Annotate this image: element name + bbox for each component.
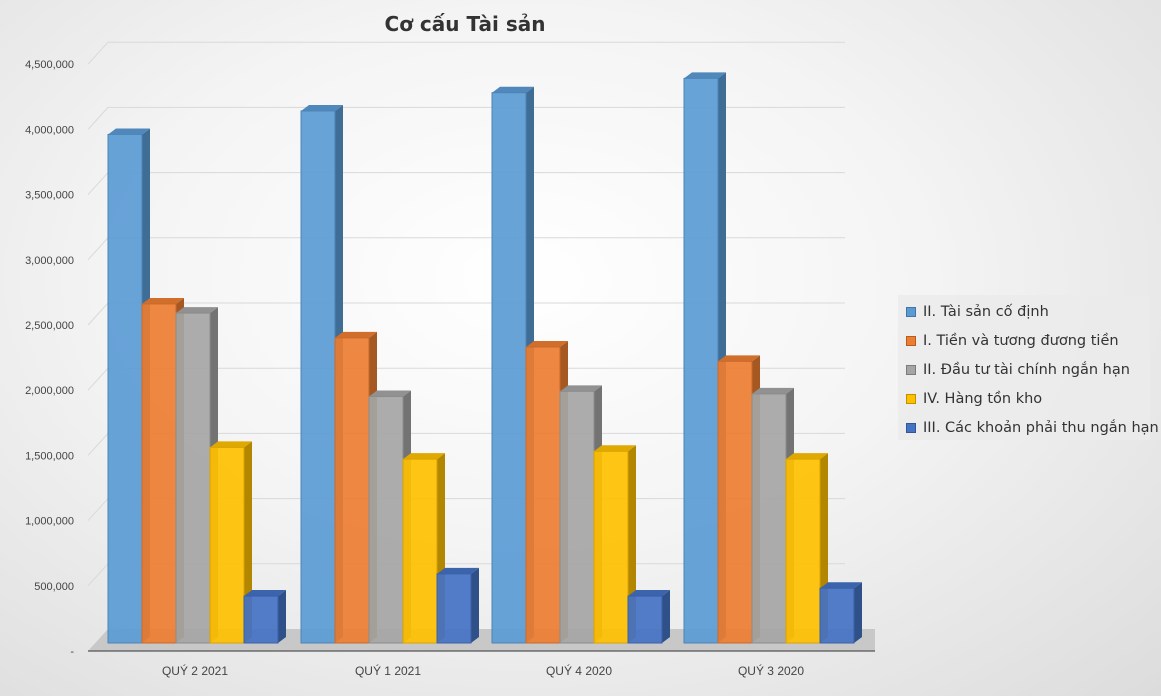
gridline xyxy=(87,172,845,195)
bar-front xyxy=(334,337,370,644)
bar-top xyxy=(786,453,828,460)
legend-item: I. Tiền và tương đương tiền xyxy=(906,326,1150,355)
legend-item: II. Đầu tư tài chính ngắn hạn xyxy=(906,355,1150,384)
bar-front xyxy=(627,595,663,644)
chart-legend: II. Tài sản cố định I. Tiền và tương đươn… xyxy=(898,295,1159,442)
bar-front xyxy=(785,458,821,644)
x-tick-label: QUÝ 3 2020 xyxy=(738,663,804,678)
bar xyxy=(175,307,218,644)
bar-front xyxy=(141,303,177,644)
bar-top xyxy=(142,297,184,304)
bar xyxy=(819,582,862,644)
gridline xyxy=(87,237,845,261)
bar-top xyxy=(594,445,636,452)
y-tick-label: 2,000,000 xyxy=(25,385,74,397)
legend-item: III. Các khoản phải thu ngắn hạn xyxy=(906,413,1159,442)
bar-front xyxy=(559,390,595,644)
bar-top xyxy=(210,441,252,448)
bar-front xyxy=(107,133,143,644)
bar xyxy=(436,567,479,644)
bar-top xyxy=(492,86,534,93)
bar-top xyxy=(369,390,411,397)
legend-swatch xyxy=(906,393,916,404)
bar xyxy=(627,590,670,644)
bar xyxy=(683,72,726,644)
y-tick-label: 3,000,000 xyxy=(25,255,74,267)
bar-top xyxy=(820,582,862,589)
bar-top xyxy=(437,567,479,574)
y-tick-label: 4,000,000 xyxy=(25,124,74,136)
legend-label: II. Đầu tư tài chính ngắn hạn xyxy=(923,361,1130,378)
bar-top xyxy=(628,590,670,597)
bar-front xyxy=(751,393,787,644)
x-tick-label: QUÝ 4 2020 xyxy=(546,663,612,678)
bar-front xyxy=(819,587,855,644)
legend-label: I. Tiền và tương đương tiền xyxy=(923,332,1119,349)
legend-item: II. Tài sản cố định xyxy=(906,297,1150,326)
bar-side xyxy=(854,582,862,643)
y-tick-label: 4,500,000 xyxy=(25,59,74,71)
bar xyxy=(593,445,636,644)
gridline xyxy=(87,41,845,65)
y-tick-label: 2,500,000 xyxy=(25,320,74,332)
gridline xyxy=(87,106,845,130)
bar-front xyxy=(525,346,561,644)
y-tick-label: 3,500,000 xyxy=(25,190,74,202)
legend-swatch xyxy=(906,306,916,317)
y-tick-label: - xyxy=(70,646,74,658)
legend-swatch xyxy=(906,422,916,433)
bar-front xyxy=(593,450,629,644)
y-tick-label: 1,500,000 xyxy=(25,450,74,462)
bar-top xyxy=(718,355,760,362)
legend-swatch xyxy=(906,335,916,346)
bar-front xyxy=(300,110,336,644)
bar-top xyxy=(108,128,150,135)
legend-item: IV. Hàng tồn kho xyxy=(906,384,1150,413)
bar-front xyxy=(243,595,279,644)
bar-front xyxy=(717,360,753,644)
bar-front xyxy=(683,77,719,644)
bar-top xyxy=(244,590,286,597)
bar-top xyxy=(752,387,794,394)
bar-front xyxy=(491,92,527,644)
bar-top xyxy=(335,331,377,338)
bar-top xyxy=(403,453,445,460)
y-tick-label: 1,000,000 xyxy=(25,516,74,528)
legend-swatch xyxy=(906,364,916,375)
bar-top xyxy=(560,385,602,392)
bar xyxy=(243,590,286,644)
bar-front xyxy=(402,458,438,644)
bar-top xyxy=(684,72,726,79)
legend-label: II. Tài sản cố định xyxy=(923,303,1049,320)
x-tick-label: QUÝ 1 2021 xyxy=(355,663,421,678)
bar-side xyxy=(278,590,286,643)
bar-front xyxy=(209,446,245,644)
legend-label: IV. Hàng tồn kho xyxy=(923,390,1043,407)
x-tick-label: QUÝ 2 2021 xyxy=(162,663,228,678)
bar-top xyxy=(526,340,568,347)
bar-side xyxy=(471,567,479,643)
bar-front xyxy=(175,312,211,644)
bar-front xyxy=(436,573,472,644)
bar-top xyxy=(301,104,343,111)
chart-title: Cơ cấu Tài sản xyxy=(384,12,546,36)
bar-top xyxy=(176,307,218,314)
legend-label: III. Các khoản phải thu ngắn hạn xyxy=(923,419,1159,436)
bar-side xyxy=(662,590,670,643)
bar-front xyxy=(368,396,404,644)
y-tick-label: 500,000 xyxy=(34,581,74,593)
